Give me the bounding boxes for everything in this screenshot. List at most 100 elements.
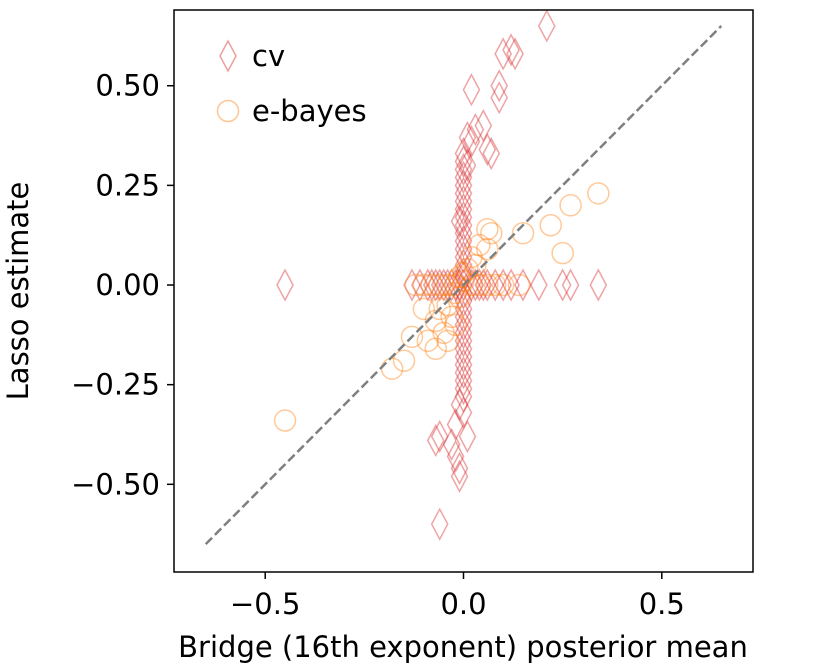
point-cv (426, 423, 445, 458)
point-cv (454, 284, 473, 318)
point-cv (426, 268, 445, 302)
point-cv (462, 124, 481, 159)
point-e-bayes (424, 337, 447, 361)
legend-label-e-bayes: e-bayes (252, 94, 367, 128)
point-cv (454, 248, 473, 282)
legend-label-cv: cv (252, 39, 285, 73)
point-cv (454, 276, 473, 310)
point-e-bayes (432, 321, 455, 345)
point-cv (442, 427, 461, 462)
point-cv (458, 148, 477, 183)
point-e-bayes (476, 237, 499, 261)
point-cv (514, 268, 532, 302)
point-e-bayes (436, 329, 459, 353)
point-cv (454, 176, 473, 210)
point-cv (494, 268, 513, 302)
point-cv (454, 308, 473, 342)
point-cv (502, 33, 520, 67)
legend-marker-cv (219, 39, 237, 73)
point-e-bayes (464, 253, 487, 277)
point-e-bayes (452, 269, 475, 293)
point-cv (442, 268, 461, 302)
point-cv (454, 364, 473, 398)
point-cv (430, 507, 449, 541)
point-cv (454, 216, 473, 250)
point-e-bayes (436, 273, 459, 297)
point-e-bayes (468, 233, 491, 257)
point-e-bayes (491, 273, 515, 297)
legend: cv e-bayes (216, 39, 367, 128)
point-cv (478, 268, 497, 302)
point-cv (478, 132, 497, 167)
point-cv (458, 419, 477, 454)
point-cv (454, 316, 473, 350)
y-axis-ticks: −0.50 −0.25 0.00 0.25 0.50 (71, 69, 174, 501)
point-cv (434, 268, 453, 302)
point-cv (276, 268, 294, 302)
point-e-bayes (428, 273, 451, 297)
point-cv (482, 136, 501, 171)
point-cv (454, 332, 473, 366)
point-e-bayes (416, 329, 440, 353)
point-cv (486, 268, 505, 302)
point-cv (454, 208, 473, 242)
point-cv (462, 73, 481, 107)
point-e-bayes (412, 273, 436, 297)
point-e-bayes (392, 349, 416, 373)
x-tick-label: 0.5 (639, 587, 685, 621)
point-e-bayes (476, 273, 499, 297)
point-e-bayes (480, 221, 503, 245)
point-e-bayes (444, 273, 467, 297)
point-cv (466, 268, 485, 302)
point-cv (466, 112, 485, 147)
point-cv (454, 356, 473, 390)
x-tick-label: 0.0 (440, 587, 486, 621)
point-e-bayes (428, 297, 451, 321)
y-tick-label: 0.50 (95, 69, 160, 103)
point-cv (430, 268, 449, 302)
point-cv (454, 144, 473, 179)
point-cv (411, 268, 429, 302)
y-tick-label: 0.00 (95, 268, 160, 302)
point-cv (506, 37, 524, 71)
point-cv (454, 348, 473, 382)
point-cv (454, 372, 473, 406)
point-e-bayes (440, 305, 463, 329)
point-e-bayes (559, 194, 582, 217)
point-e-bayes (444, 281, 467, 305)
point-cv (454, 340, 473, 374)
point-e-bayes (448, 285, 471, 309)
point-cv (403, 268, 421, 302)
point-cv (454, 192, 473, 226)
point-cv (454, 160, 473, 194)
point-cv (494, 37, 513, 71)
reference-line-y-equals-x (204, 25, 723, 545)
point-cv (529, 268, 548, 302)
point-cv (430, 419, 449, 454)
point-cv (450, 451, 469, 485)
point-cv (454, 168, 473, 202)
point-cv (490, 81, 509, 115)
y-tick-label: −0.50 (71, 467, 160, 501)
point-cv (454, 324, 473, 358)
point-cv (458, 120, 477, 155)
point-cv (450, 388, 469, 422)
y-tick-label: 0.25 (95, 168, 160, 202)
x-tick-label: −0.5 (230, 587, 300, 621)
point-cv (422, 268, 441, 302)
point-cv (462, 268, 481, 302)
point-cv (454, 200, 473, 234)
point-cv (454, 380, 473, 414)
x-axis-ticks: −0.5 0.0 0.5 (230, 572, 685, 621)
point-cv (454, 300, 473, 334)
point-cv (446, 439, 465, 474)
point-cv (450, 459, 469, 493)
point-cv (454, 260, 473, 294)
point-e-bayes (444, 313, 467, 337)
point-e-bayes (412, 297, 436, 321)
point-cv (454, 256, 473, 290)
point-cv (450, 204, 469, 238)
point-cv (454, 395, 473, 430)
point-cv (454, 240, 473, 274)
